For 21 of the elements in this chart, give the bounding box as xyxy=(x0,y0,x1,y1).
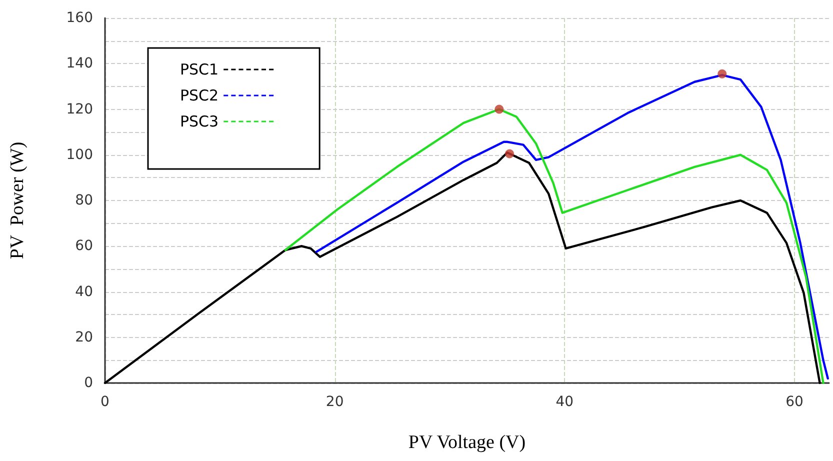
x-tick-label: 40 xyxy=(556,394,574,410)
y-tick-label: 20 xyxy=(75,329,93,346)
y-tick-label: 60 xyxy=(75,238,93,254)
y-tick-label: 0 xyxy=(84,375,93,391)
point xyxy=(505,149,514,158)
point xyxy=(494,104,504,114)
y-tick-label: 80 xyxy=(75,192,93,208)
y-tick-label: 40 xyxy=(75,284,93,300)
y-tick-label: 120 xyxy=(66,101,93,118)
x-tick-label: 20 xyxy=(326,394,344,410)
point xyxy=(718,69,727,78)
y-tick-label: 100 xyxy=(66,146,93,163)
legend-label: PSC3 xyxy=(180,112,219,130)
x-tick-label: 60 xyxy=(786,394,804,410)
y-axis-title: PV Power (W) xyxy=(7,142,28,260)
legend-label: PSC1 xyxy=(180,60,219,78)
y-tick-label: 140 xyxy=(66,56,93,72)
legend-label: PSC2 xyxy=(180,86,219,104)
x-axis-title: PV Voltage (V) xyxy=(408,432,526,453)
x-tick-label: 0 xyxy=(100,394,110,410)
y-tick-label: 160 xyxy=(66,10,93,26)
